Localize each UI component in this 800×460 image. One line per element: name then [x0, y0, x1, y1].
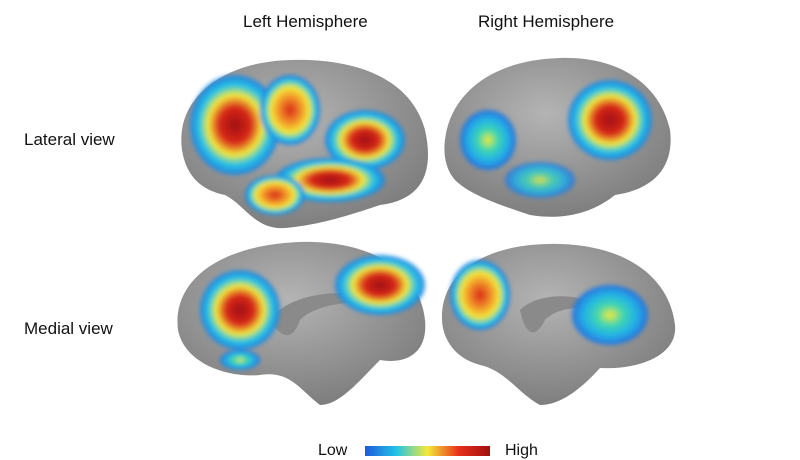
legend-low-label: Low [318, 442, 348, 459]
legend-high-label: High [505, 442, 538, 459]
right-medial-brain [441, 243, 676, 405]
right-lateral-brain [444, 57, 671, 217]
colorbar [365, 446, 490, 456]
column-title-left: Left Hemisphere [243, 12, 368, 31]
left-lateral-brain [181, 59, 428, 229]
row-label-medial: Medial view [24, 319, 113, 338]
row-label-lateral: Lateral view [24, 130, 115, 149]
left-medial-brain [177, 241, 426, 405]
column-title-right: Right Hemisphere [478, 12, 615, 31]
brain-figure [177, 57, 676, 405]
